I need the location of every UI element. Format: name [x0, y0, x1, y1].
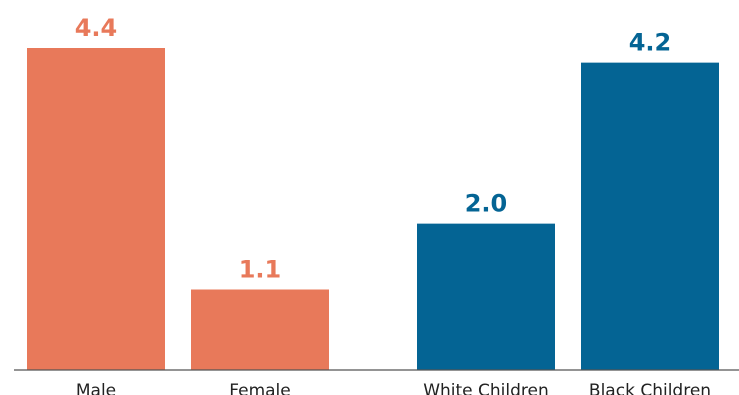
value-label: 2.0 [465, 190, 508, 218]
bar-white-children [417, 223, 555, 370]
bar-male [27, 48, 165, 370]
value-label: 4.4 [75, 14, 118, 42]
category-label: Male [76, 381, 116, 395]
value-label: 1.1 [239, 256, 282, 284]
category-label: Female [229, 381, 290, 395]
category-labels-layer: Male Female White Children Black Children [76, 381, 711, 395]
value-labels-layer: 4.4 1.1 2.0 4.2 [75, 14, 672, 284]
bar-female [191, 289, 329, 370]
bars-layer [27, 48, 719, 371]
category-label: White Children [423, 381, 549, 395]
category-label: Black Children [589, 381, 711, 395]
value-label: 4.2 [629, 29, 672, 57]
bar-black-children [581, 62, 719, 371]
